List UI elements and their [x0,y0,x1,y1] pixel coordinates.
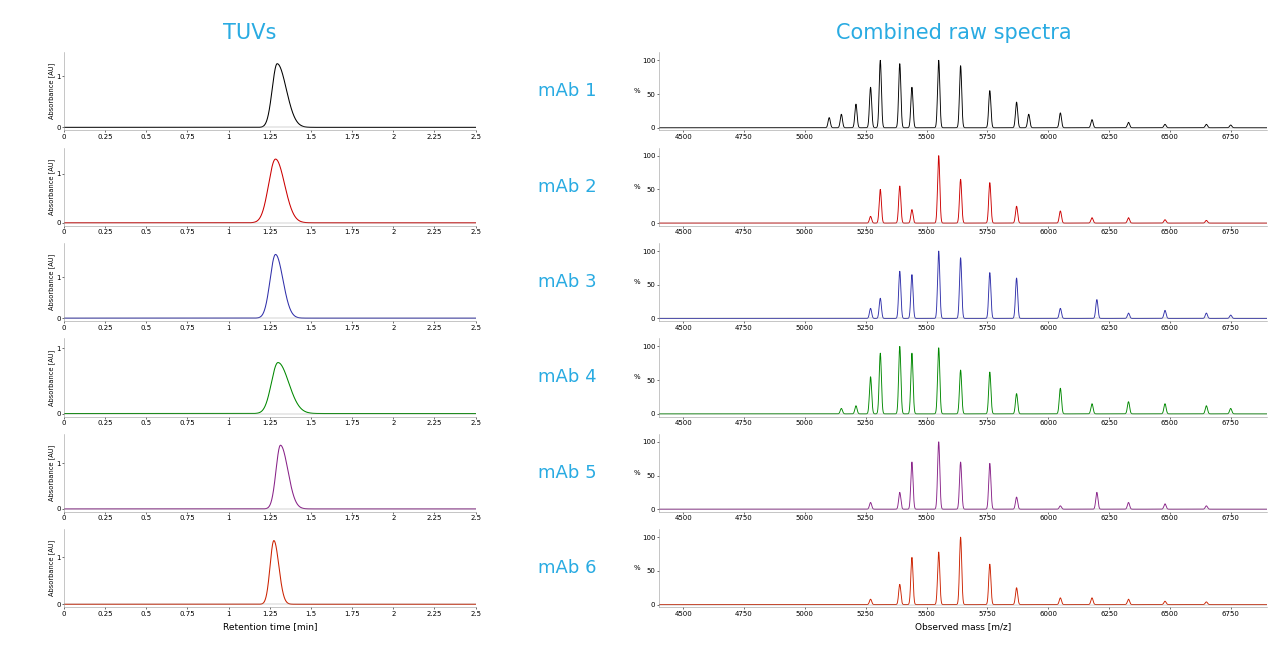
Y-axis label: Absorbance [AU]: Absorbance [AU] [47,254,55,310]
Y-axis label: %: % [634,470,640,476]
Y-axis label: %: % [634,88,640,94]
Text: mAb 5: mAb 5 [538,464,596,482]
Y-axis label: %: % [634,279,640,285]
Y-axis label: %: % [634,183,640,190]
Text: Combined raw spectra: Combined raw spectra [836,23,1071,43]
Y-axis label: Absorbance [AU]: Absorbance [AU] [47,349,55,406]
Y-axis label: Absorbance [AU]: Absorbance [AU] [47,63,55,119]
Text: mAb 6: mAb 6 [538,559,596,577]
X-axis label: Retention time [min]: Retention time [min] [223,622,317,631]
Text: mAb 3: mAb 3 [538,273,596,291]
Y-axis label: %: % [634,374,640,381]
Y-axis label: Absorbance [AU]: Absorbance [AU] [47,159,55,215]
X-axis label: Observed mass [m/z]: Observed mass [m/z] [915,622,1011,631]
Y-axis label: Absorbance [AU]: Absorbance [AU] [47,540,55,596]
Text: mAb 2: mAb 2 [538,178,596,196]
Text: mAb 1: mAb 1 [538,82,596,101]
Text: mAb 4: mAb 4 [538,368,596,387]
Y-axis label: Absorbance [AU]: Absorbance [AU] [47,445,55,501]
Y-axis label: %: % [634,565,640,571]
Text: TUVs: TUVs [223,23,276,43]
